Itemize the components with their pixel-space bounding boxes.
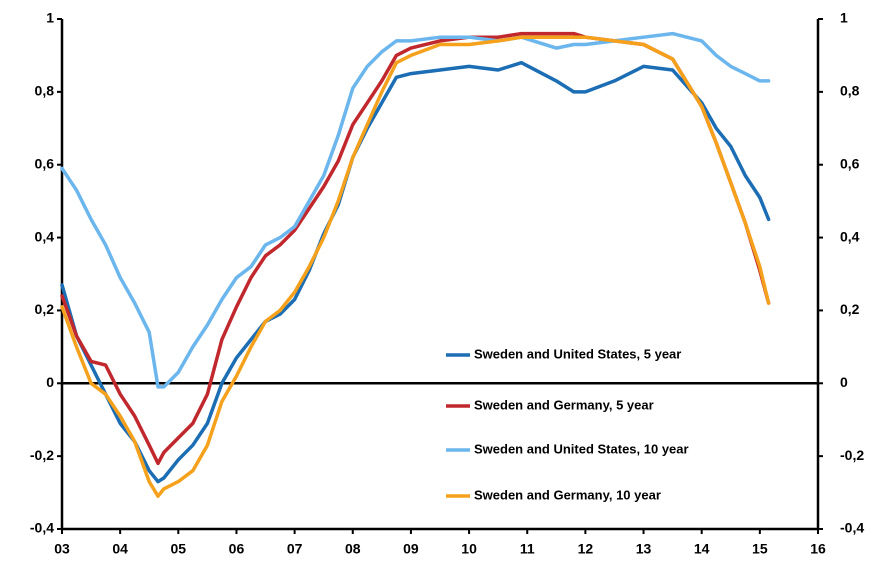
x-tick-label: 16 [810, 541, 826, 557]
y-tick-label: 0,6 [35, 155, 55, 171]
y-tick-label: -0,2 [30, 447, 54, 463]
y2-tick-label: 0,8 [840, 83, 860, 99]
y-tick-label: 0,8 [35, 83, 55, 99]
y2-tick-label: -0,2 [840, 447, 864, 463]
series-line [60, 31, 771, 389]
x-tick-label: 12 [578, 541, 594, 557]
x-tick-label: 11 [520, 541, 535, 557]
legend-text: Sweden and United States, 10 year [474, 441, 689, 456]
x-tick-label: 08 [345, 541, 361, 557]
y-tick-label: 1 [46, 10, 54, 26]
series-line [60, 35, 771, 498]
y2-tick-label: 1 [840, 10, 848, 26]
x-tick-label: 04 [112, 541, 128, 557]
x-tick-label: 03 [54, 541, 70, 557]
y2-tick-label: 0,4 [840, 228, 860, 244]
series-line [60, 60, 771, 484]
series-line [60, 31, 771, 466]
x-tick-label: 06 [229, 541, 245, 557]
x-tick-label: 14 [694, 541, 710, 557]
y2-tick-label: -0,4 [840, 520, 864, 536]
x-tick-label: 13 [636, 541, 652, 557]
y-tick-label: 0,2 [35, 301, 55, 317]
y-tick-label: -0,4 [30, 520, 54, 536]
x-tick-label: 09 [403, 541, 419, 557]
y-tick-label: 0 [46, 374, 54, 390]
x-tick-label: 05 [171, 541, 187, 557]
legend-text: Sweden and United States, 5 year [474, 346, 681, 361]
legend-text: Sweden and Germany, 5 year [474, 397, 654, 412]
x-tick-label: 10 [461, 541, 477, 557]
y2-tick-label: 0,6 [840, 155, 860, 171]
x-tick-label: 07 [287, 541, 303, 557]
y-tick-label: 0,4 [35, 228, 55, 244]
y2-tick-label: 0,2 [840, 301, 860, 317]
x-tick-label: 15 [752, 541, 768, 557]
legend-text: Sweden and Germany, 10 year [474, 487, 661, 502]
y2-tick-label: 0 [840, 374, 848, 390]
